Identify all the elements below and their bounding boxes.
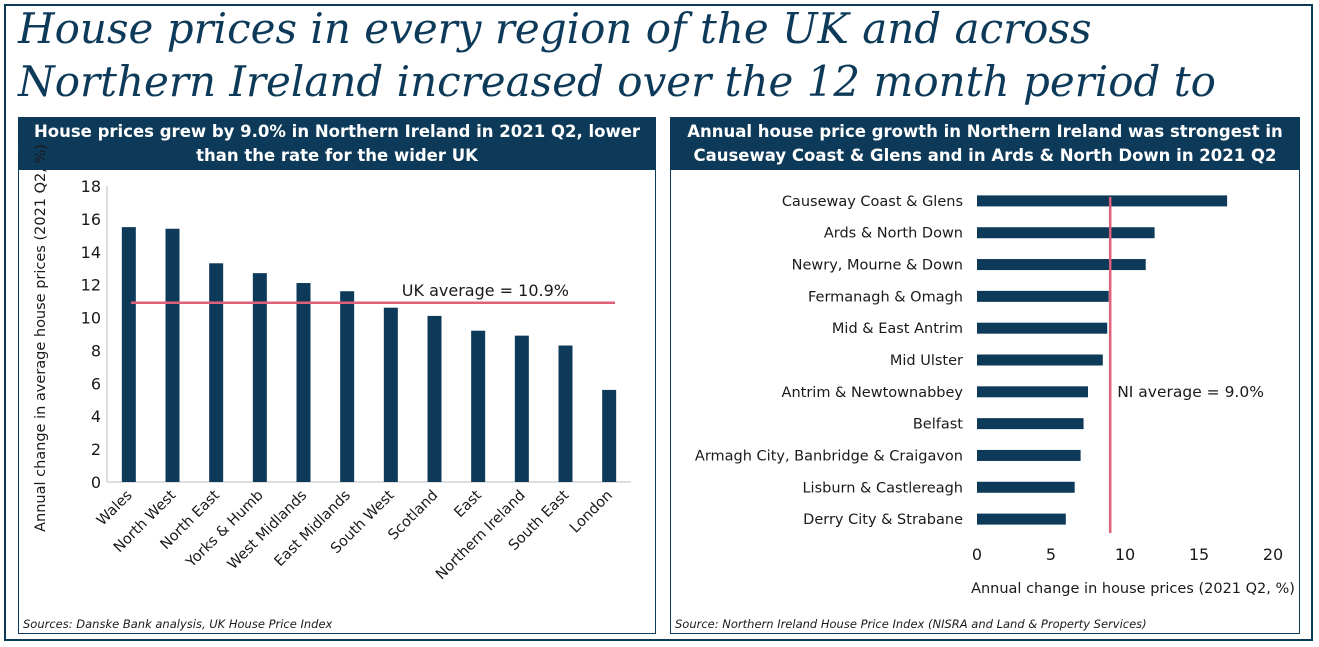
- ni-district-bar-chart: Causeway Coast & Glens Ards & North Down N…: [695, 194, 1295, 597]
- right-chart-title: Annual house price growth in Northern Ir…: [671, 118, 1299, 170]
- y-axis-label: Annual change in average house prices (2…: [33, 144, 49, 532]
- y-tick-label: 8: [91, 341, 101, 360]
- right-chart-source: Source: Northern Ireland House Price Ind…: [675, 617, 1147, 631]
- figure-frame: [4, 4, 1313, 641]
- bar: [514, 335, 529, 482]
- bar: [977, 290, 1109, 302]
- y-tick-label: 0: [91, 473, 101, 492]
- x-tick-label: 20: [1263, 545, 1283, 564]
- left-chart-title: House prices grew by 9.0% in Northern Ir…: [19, 118, 655, 170]
- x-tick-label: Yorks & Humb: [183, 488, 267, 572]
- y-tick-label: Causeway Coast & Glens: [782, 194, 963, 210]
- y-tick-label: 16: [81, 210, 101, 229]
- bar: [427, 315, 442, 482]
- y-tick-label: Antrim & Newtownabbey: [782, 385, 964, 401]
- x-axis-label: Annual change in house prices (2021 Q2, …: [971, 581, 1295, 597]
- bar: [296, 283, 311, 482]
- bar: [340, 291, 355, 482]
- bar: [602, 389, 617, 482]
- x-tick-label: London: [567, 488, 616, 537]
- left-chart-panel: House prices grew by 9.0% in Northern Ir…: [18, 117, 656, 634]
- right-chart-panel: Annual house price growth in Northern Ir…: [670, 117, 1300, 634]
- x-tick-label: 5: [1046, 545, 1056, 564]
- y-tick-label: Mid & East Antrim: [832, 321, 963, 337]
- bar: [977, 513, 1066, 525]
- x-tick-label: 15: [1189, 545, 1209, 564]
- bar: [977, 322, 1108, 334]
- bar: [977, 418, 1084, 430]
- ni-average-label: NI average = 9.0%: [1117, 383, 1264, 401]
- bar: [209, 263, 224, 482]
- bar: [165, 228, 180, 482]
- bar: [977, 195, 1228, 207]
- y-tick-label: Derry City & Strabane: [803, 512, 963, 528]
- bar: [252, 273, 267, 482]
- x-tick-label: 0: [972, 545, 982, 564]
- y-tick-label: 18: [81, 177, 101, 196]
- y-tick-label: Belfast: [913, 417, 963, 433]
- bar: [471, 330, 486, 482]
- y-tick-label: Lisburn & Castlereagh: [802, 480, 963, 496]
- bar: [383, 307, 398, 482]
- bar: [977, 227, 1155, 239]
- y-tick-label: 6: [91, 374, 101, 393]
- bar: [977, 449, 1081, 461]
- bar: [558, 345, 573, 482]
- y-tick-label: Mid Ulster: [890, 353, 963, 369]
- bar: [121, 227, 136, 482]
- x-tick-label: East: [452, 487, 486, 521]
- bar: [977, 481, 1075, 493]
- x-tick-label: East Midlands: [272, 488, 354, 570]
- uk-average-label: UK average = 10.9%: [402, 281, 569, 300]
- y-tick-label: Newry, Mourne & Down: [792, 258, 963, 274]
- y-tick-label: 10: [81, 309, 101, 328]
- left-chart-source: Sources: Danske Bank analysis, UK House …: [23, 617, 333, 631]
- x-tick-label: West Midlands: [225, 488, 310, 573]
- y-tick-label: 14: [81, 243, 101, 262]
- y-tick-label: 2: [91, 440, 101, 459]
- y-tick-label: Armagh City, Banbridge & Craigavon: [695, 448, 963, 464]
- bar: [977, 354, 1103, 366]
- y-tick-label: Fermanagh & Omagh: [808, 289, 963, 305]
- x-tick-label: 10: [1115, 545, 1135, 564]
- x-tick-label: Wales: [94, 488, 136, 530]
- y-tick-label: 12: [81, 276, 101, 295]
- bar: [977, 259, 1146, 271]
- y-tick-label: Ards & North Down: [824, 226, 963, 242]
- bar: [977, 386, 1088, 398]
- y-tick-label: 4: [91, 407, 101, 426]
